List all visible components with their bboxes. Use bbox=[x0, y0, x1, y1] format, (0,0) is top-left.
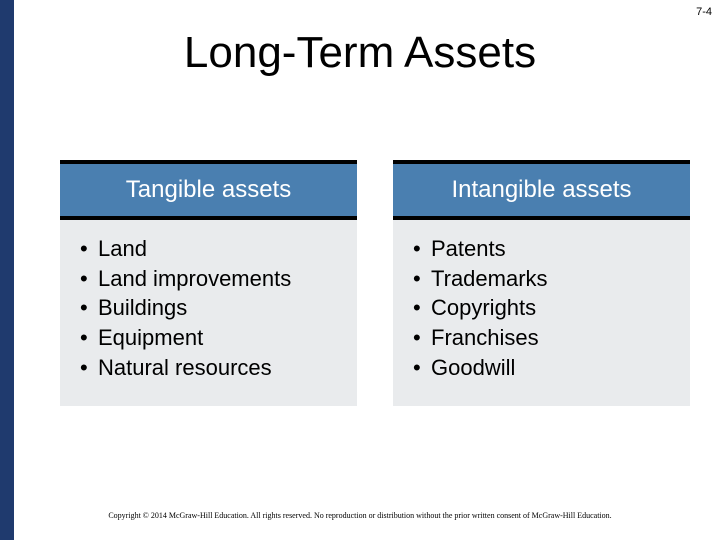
tangible-body: Land Land improvements Buildings Equipme… bbox=[60, 220, 357, 406]
intangible-header: Intangible assets bbox=[393, 160, 690, 220]
list-item: Equipment bbox=[80, 323, 347, 353]
list-item: Patents bbox=[413, 234, 680, 264]
slide-title: Long-Term Assets bbox=[0, 28, 720, 78]
list-item: Goodwill bbox=[413, 353, 680, 383]
list-item: Land bbox=[80, 234, 347, 264]
intangible-body: Patents Trademarks Copyrights Franchises… bbox=[393, 220, 690, 406]
tangible-column: Tangible assets Land Land improvements B… bbox=[60, 160, 357, 406]
list-item: Buildings bbox=[80, 293, 347, 323]
side-accent-bar bbox=[0, 0, 14, 540]
list-item: Natural resources bbox=[80, 353, 347, 383]
list-item: Franchises bbox=[413, 323, 680, 353]
list-item: Copyrights bbox=[413, 293, 680, 323]
list-item: Trademarks bbox=[413, 264, 680, 294]
copyright-text: Copyright © 2014 McGraw-Hill Education. … bbox=[0, 511, 720, 520]
page-number: 7-4 bbox=[696, 6, 712, 18]
list-item: Land improvements bbox=[80, 264, 347, 294]
intangible-column: Intangible assets Patents Trademarks Cop… bbox=[393, 160, 690, 406]
columns-container: Tangible assets Land Land improvements B… bbox=[60, 160, 690, 406]
tangible-header: Tangible assets bbox=[60, 160, 357, 220]
